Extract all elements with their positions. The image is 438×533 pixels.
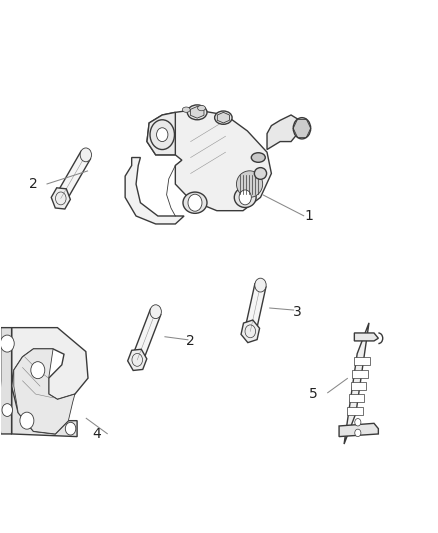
Polygon shape — [245, 284, 266, 333]
Bar — [350, 382, 366, 390]
Circle shape — [31, 362, 45, 378]
Ellipse shape — [215, 111, 232, 124]
Polygon shape — [56, 151, 91, 203]
Bar — [349, 394, 364, 402]
Ellipse shape — [251, 153, 265, 163]
Ellipse shape — [183, 192, 207, 213]
Circle shape — [293, 118, 311, 139]
Ellipse shape — [237, 171, 263, 197]
Polygon shape — [147, 112, 175, 155]
Polygon shape — [191, 107, 204, 118]
Circle shape — [2, 403, 12, 416]
Bar — [352, 369, 368, 377]
Bar — [347, 407, 363, 415]
Polygon shape — [217, 112, 230, 123]
Polygon shape — [132, 309, 161, 363]
Ellipse shape — [254, 167, 267, 179]
Polygon shape — [147, 110, 272, 211]
Polygon shape — [344, 323, 369, 444]
Ellipse shape — [182, 107, 190, 112]
Polygon shape — [241, 320, 260, 343]
Circle shape — [188, 194, 202, 211]
Text: 5: 5 — [308, 387, 317, 401]
Bar — [354, 357, 370, 365]
Ellipse shape — [80, 148, 92, 162]
Circle shape — [150, 120, 174, 150]
Circle shape — [239, 190, 251, 205]
Polygon shape — [0, 328, 12, 434]
Text: 4: 4 — [92, 427, 101, 441]
Text: 3: 3 — [293, 305, 302, 319]
Polygon shape — [12, 386, 77, 437]
Circle shape — [355, 418, 361, 426]
Polygon shape — [12, 328, 88, 399]
Ellipse shape — [187, 105, 207, 120]
Circle shape — [65, 422, 76, 435]
Ellipse shape — [150, 305, 161, 319]
Ellipse shape — [255, 278, 266, 292]
Circle shape — [355, 429, 361, 437]
Circle shape — [20, 412, 34, 429]
Ellipse shape — [234, 187, 256, 207]
Text: 2: 2 — [186, 334, 195, 348]
Text: 1: 1 — [304, 209, 313, 223]
Circle shape — [156, 128, 168, 142]
Polygon shape — [339, 423, 378, 437]
Polygon shape — [127, 349, 147, 370]
Polygon shape — [267, 115, 300, 150]
Polygon shape — [14, 349, 75, 434]
Polygon shape — [51, 188, 71, 209]
Circle shape — [0, 335, 14, 352]
Ellipse shape — [198, 106, 205, 111]
Text: 2: 2 — [29, 177, 38, 191]
Polygon shape — [125, 158, 184, 224]
Polygon shape — [354, 333, 378, 341]
